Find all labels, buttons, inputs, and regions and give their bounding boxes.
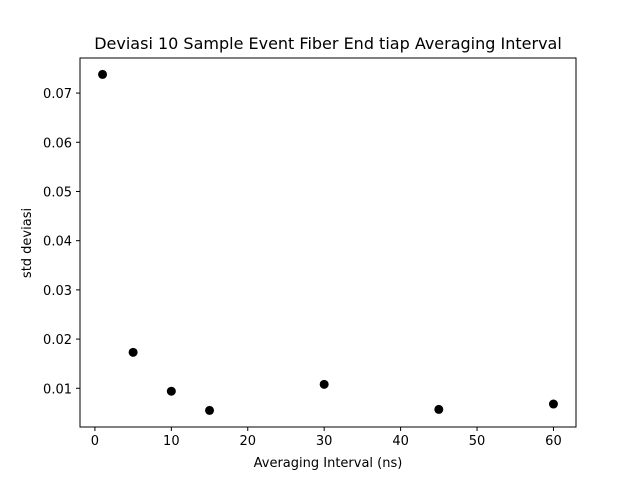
- y-tick-label: 0.03: [43, 284, 72, 299]
- y-tick-label: 0.01: [43, 382, 72, 397]
- x-axis-title: Averaging Interval (ns): [254, 456, 403, 471]
- y-tick-label: 0.05: [43, 185, 72, 200]
- x-tick-label: 60: [545, 434, 562, 449]
- data-point: [166, 386, 176, 396]
- y-axis-title: std deviasi: [20, 208, 35, 278]
- data-point: [319, 379, 329, 389]
- data-point: [434, 404, 444, 414]
- x-tick-label: 0: [91, 434, 99, 449]
- chart-title: Deviasi 10 Sample Event Fiber End tiap A…: [94, 34, 562, 53]
- plot-area: 0 10 20 30 40 50 60 0.01 0.02 0.03 0.04 0.05 0.06 0.0…: [43, 57, 577, 449]
- x-tick-label: 10: [163, 434, 180, 449]
- y-tick-label: 0.07: [43, 87, 72, 102]
- data-point: [205, 405, 215, 415]
- x-tick-label: 20: [239, 434, 256, 449]
- x-tick-label: 30: [316, 434, 333, 449]
- data-point: [548, 399, 558, 409]
- data-point: [98, 69, 108, 79]
- y-tick-label: 0.06: [43, 136, 72, 151]
- x-tick-label: 50: [469, 434, 486, 449]
- axes-frame: [79, 57, 577, 428]
- data-point: [128, 347, 138, 357]
- x-tick-label: 40: [392, 434, 409, 449]
- y-tick-label: 0.04: [43, 235, 72, 250]
- y-tick-label: 0.02: [43, 333, 72, 348]
